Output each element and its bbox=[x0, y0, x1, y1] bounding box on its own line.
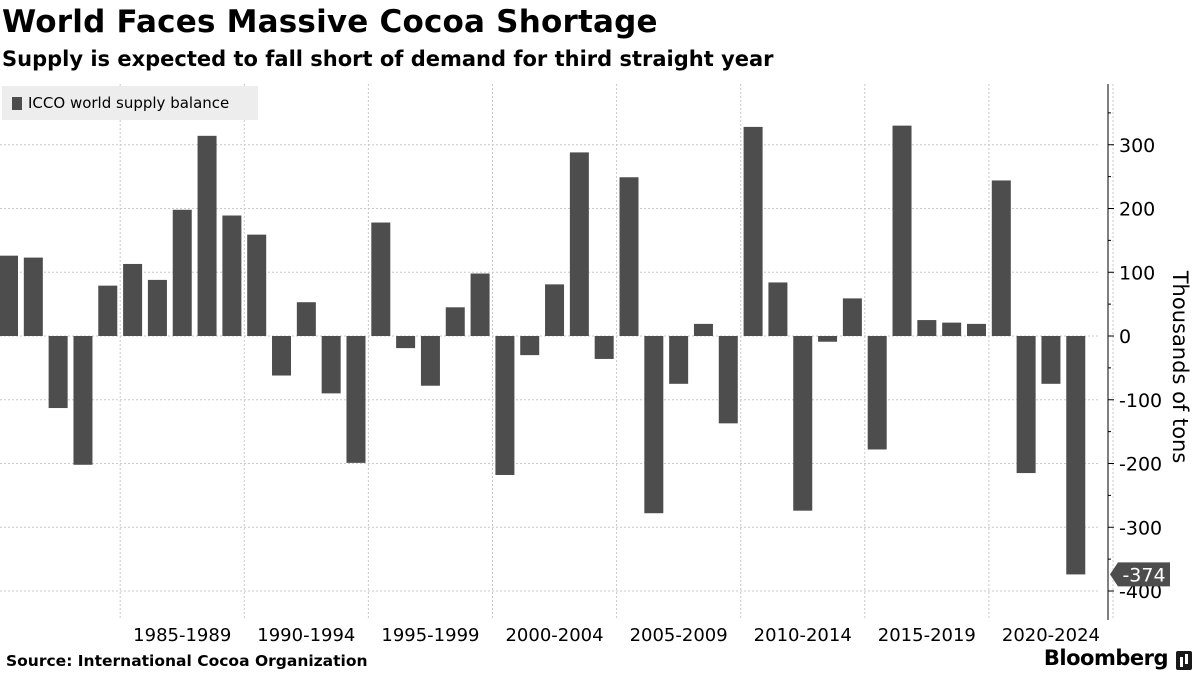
bar-2002/03 bbox=[545, 284, 565, 336]
bar-2006/07 bbox=[644, 336, 664, 514]
bar-2020/21 bbox=[991, 180, 1011, 336]
bar-1995/96 bbox=[371, 222, 391, 336]
bar-2005/06 bbox=[619, 177, 639, 336]
y-tick-label: 200 bbox=[1119, 199, 1155, 221]
bar-2001/02 bbox=[520, 336, 540, 356]
bar-1984/85 bbox=[98, 285, 118, 336]
bar-2023/24 bbox=[1066, 336, 1086, 575]
y-tick-label: 100 bbox=[1119, 262, 1155, 284]
bar-1990/91 bbox=[247, 234, 267, 336]
bar-1983/84 bbox=[73, 336, 93, 465]
last-value-text: -374 bbox=[1122, 564, 1165, 586]
x-tick-label: 1990-1994 bbox=[257, 625, 355, 646]
bar-2009/10 bbox=[718, 336, 738, 424]
bar-1992/93 bbox=[296, 302, 316, 336]
bar-2021/22 bbox=[1016, 336, 1036, 474]
y-tick-label: 0 bbox=[1119, 326, 1131, 348]
bar-2013/14 bbox=[818, 336, 838, 342]
y-axis-title: Thousands of tons bbox=[1168, 270, 1192, 464]
bar-2000/01 bbox=[495, 336, 515, 475]
bar-2007/08 bbox=[669, 336, 689, 384]
bar-2004/05 bbox=[594, 336, 614, 359]
x-tick-label: 1985-1989 bbox=[133, 625, 231, 646]
bar-1998/99 bbox=[445, 307, 465, 336]
bar-2014/15 bbox=[842, 298, 862, 336]
last-value-label: -374 bbox=[1110, 562, 1170, 587]
x-tick-label: 1995-1999 bbox=[381, 625, 479, 646]
bar-1993/94 bbox=[321, 336, 341, 394]
bar-1980/81 bbox=[0, 255, 18, 336]
source-note: Source: International Cocoa Organization bbox=[6, 652, 368, 670]
x-tick-label: 2005-2009 bbox=[630, 625, 728, 646]
bar-2012/13 bbox=[793, 336, 813, 511]
x-tick-label: 2015-2019 bbox=[878, 625, 976, 646]
bar-2022/23 bbox=[1041, 336, 1061, 384]
bar-1997/98 bbox=[420, 336, 440, 386]
bar-1991/92 bbox=[272, 336, 292, 376]
bar-2017/18 bbox=[917, 320, 937, 336]
bar-1988/89 bbox=[197, 135, 217, 336]
chart-subtitle: Supply is expected to fall short of dema… bbox=[2, 47, 774, 71]
horizontal-gridlines bbox=[0, 144, 1100, 592]
bars bbox=[0, 125, 1086, 575]
bar-2003/04 bbox=[569, 152, 589, 336]
y-tick-label: -400 bbox=[1119, 581, 1162, 603]
last-value-callout bbox=[1110, 562, 1170, 587]
y-tick-label: -300 bbox=[1119, 517, 1162, 539]
y-axis: -400 -300 -200 -100 0 100 200 300 bbox=[1107, 84, 1162, 620]
bar-1986/87 bbox=[147, 279, 167, 336]
bloomberg-logo: Bloomberg bbox=[1043, 646, 1169, 670]
bar-2010/11 bbox=[743, 126, 763, 337]
bar-1994/95 bbox=[346, 336, 366, 463]
x-tick-label: 2010-2014 bbox=[754, 625, 852, 646]
bar-2018/19 bbox=[942, 322, 962, 336]
legend-swatch bbox=[12, 96, 22, 110]
y-tick-label: -200 bbox=[1119, 454, 1162, 476]
bar-1999/00 bbox=[470, 273, 490, 336]
x-tick-label: 2020-2024 bbox=[1002, 625, 1100, 646]
y-tick-label: 300 bbox=[1119, 135, 1155, 157]
x-axis-labels: 1985-1989 1990-1994 1995-1999 2000-2004 2005… bbox=[133, 625, 1100, 646]
bar-1987/88 bbox=[172, 209, 192, 336]
bar-2019/20 bbox=[966, 323, 986, 336]
bar-1985/86 bbox=[123, 263, 143, 336]
bar-2016/17 bbox=[892, 125, 912, 336]
bar-2011/12 bbox=[768, 282, 788, 336]
legend: ICCO world supply balance bbox=[2, 86, 258, 120]
bar-2008/09 bbox=[693, 323, 713, 336]
bar-1996/97 bbox=[396, 336, 416, 349]
bar-2015/16 bbox=[867, 336, 887, 450]
vertical-gridlines bbox=[119, 84, 1114, 620]
bar-1989/90 bbox=[222, 215, 242, 336]
y-tick-label: -100 bbox=[1119, 390, 1162, 412]
bar-1981/82 bbox=[23, 257, 43, 336]
bar-1982/83 bbox=[48, 336, 68, 409]
bloomberg-chart-icon bbox=[1176, 651, 1192, 670]
legend-label: ICCO world supply balance bbox=[28, 94, 230, 112]
chart-title: World Faces Massive Cocoa Shortage bbox=[2, 4, 658, 40]
x-tick-label: 2000-2004 bbox=[505, 625, 603, 646]
